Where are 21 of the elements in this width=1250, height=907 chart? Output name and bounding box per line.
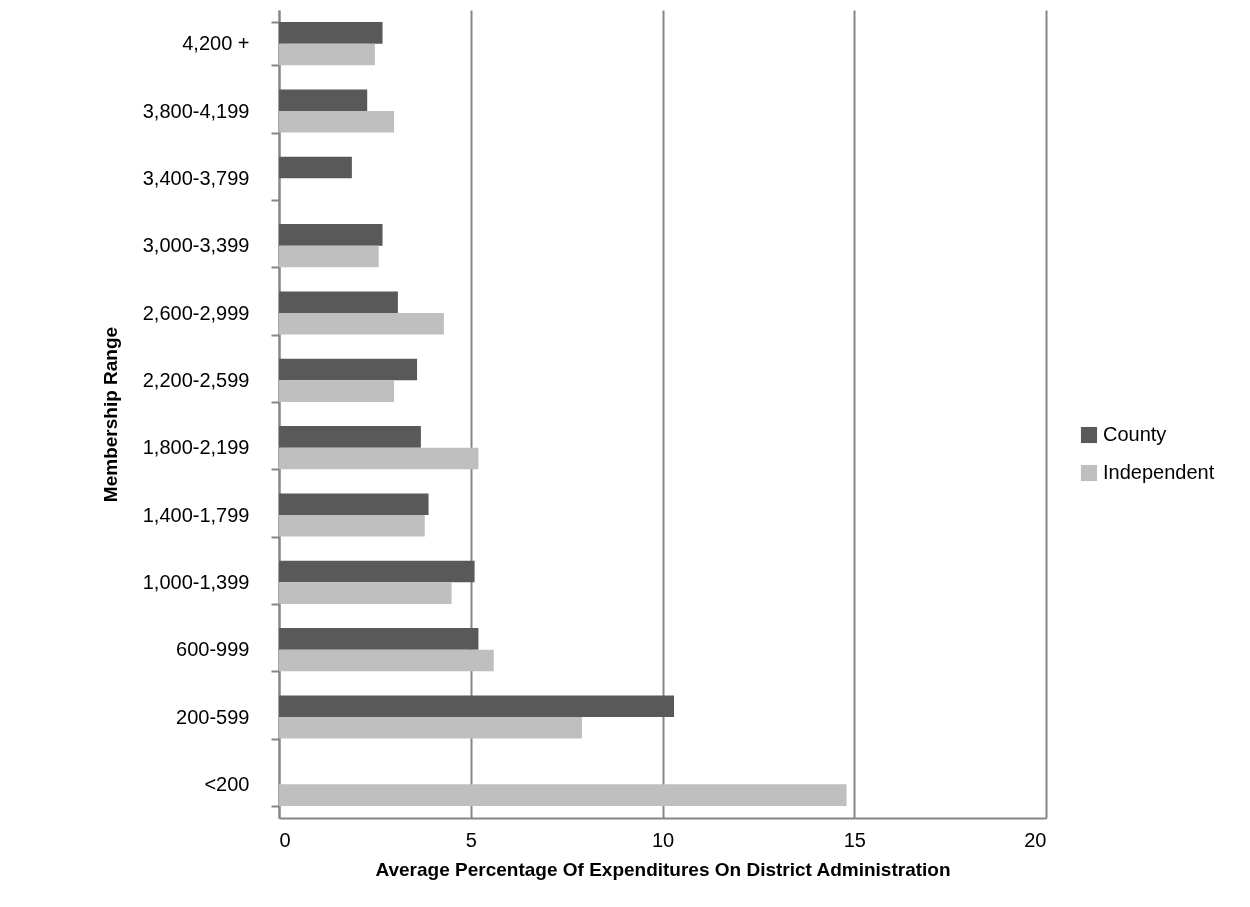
y-tick-label: 3,800-4,199 bbox=[142, 99, 250, 122]
x-tick-label: 20 bbox=[1024, 828, 1047, 851]
y-tick-label: 2,200-2,599 bbox=[142, 368, 250, 391]
y-tick-label: 1,000-1,399 bbox=[142, 570, 250, 593]
x-tick-label: 10 bbox=[651, 828, 675, 851]
y-tick-label: 4,200 + bbox=[182, 32, 250, 55]
y-tick-label: 200-599 bbox=[176, 705, 250, 728]
x-tick-label: 15 bbox=[843, 828, 866, 851]
legend-label: County bbox=[1103, 423, 1167, 445]
y-tick-label: 600-999 bbox=[176, 638, 250, 661]
x-axis-title: Average Percentage Of Expenditures On District Administration bbox=[375, 858, 951, 880]
y-tick-label: 3,000-3,399 bbox=[142, 234, 250, 257]
legend-label: Independent bbox=[1103, 461, 1215, 483]
y-tick-label: 2,600-2,999 bbox=[142, 301, 250, 324]
y-tick-label: 3,400-3,799 bbox=[142, 166, 250, 189]
y-tick-label: 1,400-1,799 bbox=[142, 503, 250, 526]
y-tick-label: <200 bbox=[204, 772, 250, 795]
x-tick-label: 5 bbox=[465, 828, 477, 851]
x-tick-label: 0 bbox=[279, 828, 291, 851]
y-tick-label: 1,800-2,199 bbox=[142, 436, 250, 459]
y-axis-title: Membership Range bbox=[99, 326, 121, 503]
